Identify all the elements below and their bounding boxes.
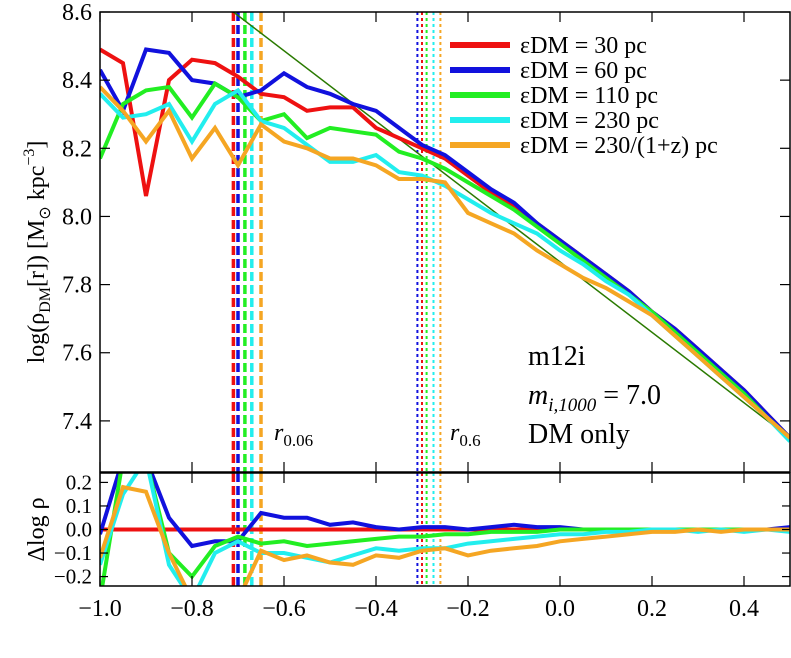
y-tick-label: 0.2	[66, 470, 92, 494]
main-plot	[100, 12, 790, 472]
mass-sub: i,1000	[548, 395, 597, 416]
legend-label: εDM = 230/(1+z) pc	[520, 133, 718, 159]
r-symbol: r	[274, 420, 284, 446]
legend-swatch	[450, 42, 510, 48]
y-tick-label: 0.0	[66, 518, 92, 542]
y-tick-label: −0.2	[54, 565, 92, 589]
r-symbol: r	[450, 420, 460, 446]
mass-symbol: m	[528, 380, 548, 411]
legend-label: εDM = 110 pc	[520, 83, 658, 109]
x-tick-label: −0.8	[170, 596, 214, 622]
profile-line	[100, 47, 790, 440]
mass-value: = 7.0	[596, 380, 661, 411]
y-tick-label: 7.8	[62, 273, 92, 299]
y-tick-label: 8.0	[62, 204, 92, 230]
y-axis-label: log(ρDM[r]) [M⊙ kpc−3]	[21, 141, 54, 364]
plot-frame	[99, 11, 791, 473]
x-tick-label: −0.6	[262, 596, 306, 622]
y-tick-label: 7.6	[62, 341, 92, 367]
x-tick-label: 0.0	[545, 596, 575, 622]
profile-line	[100, 85, 790, 440]
x-tick-label: −1.0	[78, 596, 122, 622]
legend-swatch	[450, 67, 510, 73]
y-label-part: ]	[24, 141, 50, 149]
y-label-part: log(ρ	[24, 313, 50, 364]
residual-line	[100, 484, 790, 586]
x-tick-label: 0.2	[637, 596, 667, 622]
annotations: m12i mi,1000 = 7.0 DM only r0.06 r0.6	[274, 341, 661, 450]
run-label: DM only	[528, 419, 630, 450]
profile-line	[100, 80, 790, 440]
y-label-part: ⊙	[37, 206, 54, 219]
halo-label: m12i	[528, 341, 586, 372]
y-tick-label: −0.1	[54, 541, 92, 565]
reference-line	[232, 12, 790, 439]
r-sub: 0.06	[283, 431, 313, 450]
profile-line	[100, 47, 790, 440]
y-tick-label: 7.4	[62, 409, 92, 435]
y-label-part: DM	[37, 287, 54, 313]
legend-label: εDM = 230 pc	[520, 108, 659, 134]
y-label-part: −3	[21, 149, 38, 166]
mass-label: mi,1000 = 7.0	[528, 380, 661, 416]
y-tick-label: 8.2	[62, 136, 92, 162]
x-tick-label: −0.2	[446, 596, 490, 622]
legend-swatch	[450, 142, 510, 148]
r-inner-label: r0.06	[274, 420, 313, 450]
legend-swatch	[450, 92, 510, 98]
residual-plot	[100, 473, 790, 586]
y-tick-label: 8.6	[62, 0, 92, 26]
y-label-part: kpc	[24, 166, 50, 207]
x-tick-label: 0.4	[729, 596, 759, 622]
y-label-part: [r]) [M	[24, 220, 50, 287]
y-tick-label: 0.1	[66, 494, 92, 518]
r-sub: 0.6	[459, 431, 480, 450]
r-outer-label: r0.6	[450, 420, 481, 450]
legend-swatch	[450, 117, 510, 123]
legend-label: εDM = 60 pc	[520, 58, 647, 84]
residual-y-label: Δlog ρ	[24, 497, 50, 561]
y-tick-label: 8.4	[62, 68, 92, 94]
x-tick-label: −0.4	[354, 596, 398, 622]
legend-label: εDM = 30 pc	[520, 33, 647, 59]
